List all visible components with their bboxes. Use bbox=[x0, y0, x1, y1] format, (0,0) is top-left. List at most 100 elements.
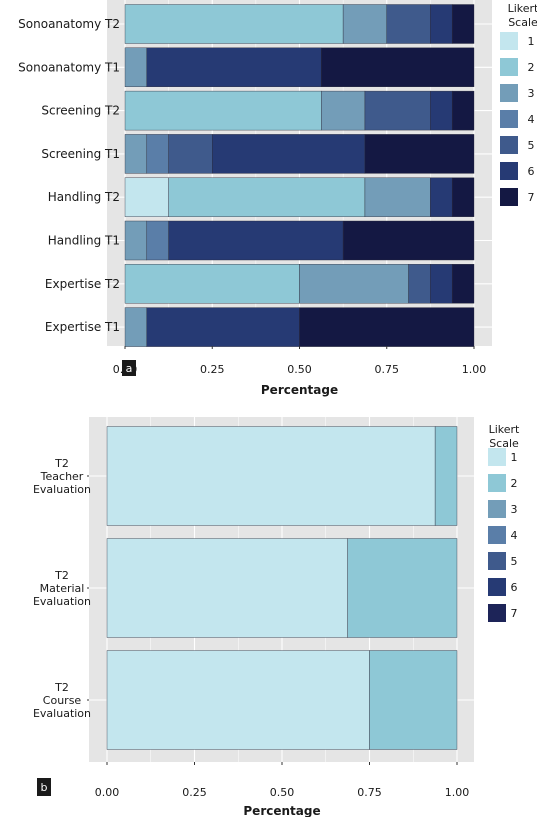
legend-label: 1 bbox=[528, 35, 535, 48]
category-label-line: Teacher bbox=[40, 470, 84, 483]
bar-segment-likert-7 bbox=[364, 134, 475, 174]
legend-key-likert-5 bbox=[500, 136, 518, 154]
bar-segment-likert-2 bbox=[434, 426, 458, 526]
bar-segment-likert-5 bbox=[168, 134, 213, 174]
legend-label: 3 bbox=[511, 503, 518, 516]
x-tick-label: 0.75 bbox=[375, 363, 400, 376]
category-label-line: Material bbox=[40, 582, 85, 595]
category-label-line: Expertise T2 bbox=[45, 277, 120, 291]
legend-label: 2 bbox=[528, 61, 535, 74]
bar-segment-likert-5 bbox=[408, 264, 431, 304]
panel-badge bbox=[122, 360, 136, 376]
bar-segment-likert-2 bbox=[369, 650, 458, 750]
panel-badge-label: a bbox=[126, 362, 133, 375]
bar-segment-likert-7 bbox=[321, 47, 475, 87]
panel-badge-label: b bbox=[41, 781, 48, 794]
legend-label: 6 bbox=[528, 165, 535, 178]
bar-segment-likert-6 bbox=[212, 134, 366, 174]
legend-label: 4 bbox=[511, 529, 518, 542]
category-label: T2 Course Evaluation bbox=[33, 681, 91, 720]
bar-segment-likert-2 bbox=[168, 177, 366, 217]
legend-key-likert-7 bbox=[488, 604, 506, 622]
bar-segment-likert-1 bbox=[124, 177, 169, 217]
legend-key-likert-7 bbox=[500, 188, 518, 206]
bar-segment-likert-2 bbox=[124, 4, 344, 44]
bar-segment-likert-2 bbox=[124, 90, 322, 131]
bar-group bbox=[124, 220, 475, 261]
category-label-line: T2 bbox=[54, 457, 69, 470]
legend-key-likert-2 bbox=[500, 58, 518, 76]
x-tick-label: 0.50 bbox=[270, 786, 295, 799]
category-label-line: Evaluation bbox=[33, 707, 91, 720]
bar-segment-likert-6 bbox=[430, 264, 453, 304]
category-label-line: Handling T2 bbox=[48, 190, 120, 204]
bar-segment-likert-1 bbox=[106, 426, 436, 526]
x-tick-label: 0.25 bbox=[182, 786, 207, 799]
legend-label: 6 bbox=[511, 581, 518, 594]
bar-segment-likert-3 bbox=[124, 307, 148, 347]
category-label-line: T2 bbox=[54, 569, 69, 582]
x-tick-label: 0.50 bbox=[287, 363, 312, 376]
category-label-line: T2 bbox=[54, 681, 69, 694]
bar-group bbox=[124, 264, 475, 304]
legend-key-likert-2 bbox=[488, 474, 506, 492]
bar-segment-likert-6 bbox=[430, 90, 453, 131]
x-tick-label: 0.75 bbox=[357, 786, 382, 799]
category-label-line: Expertise T1 bbox=[45, 320, 120, 334]
bar-group bbox=[124, 177, 475, 217]
category-label-line: Course bbox=[43, 694, 82, 707]
legend-key-likert-4 bbox=[500, 110, 518, 128]
bar-segment-likert-7 bbox=[451, 4, 475, 44]
category-label: Expertise T2 bbox=[45, 277, 120, 291]
bar-segment-likert-5 bbox=[364, 90, 431, 131]
category-label-line: Sonoanatomy T2 bbox=[18, 17, 120, 31]
category-label: Handling T1 bbox=[48, 234, 120, 248]
bar-group bbox=[124, 134, 475, 174]
legend-key-likert-5 bbox=[488, 552, 506, 570]
bar-segment-likert-4 bbox=[146, 220, 169, 261]
bar-group bbox=[124, 47, 475, 87]
bar-segment-likert-3 bbox=[364, 177, 431, 217]
legend-label: 5 bbox=[511, 555, 518, 568]
bar-segment-likert-3 bbox=[299, 264, 409, 304]
legend-label: 4 bbox=[528, 113, 535, 126]
bar-segment-likert-2 bbox=[124, 264, 300, 304]
bar-segment-likert-7 bbox=[451, 177, 475, 217]
legend-key-likert-1 bbox=[500, 32, 518, 50]
category-label: Expertise T1 bbox=[45, 320, 120, 334]
category-label-line: Evaluation bbox=[33, 483, 91, 496]
bar-group bbox=[124, 4, 475, 44]
category-label: Screening T1 bbox=[41, 147, 120, 161]
bar-segment-likert-6 bbox=[430, 177, 453, 217]
category-label-line: Screening T1 bbox=[41, 147, 120, 161]
category-label: Sonoanatomy T2 bbox=[18, 17, 120, 31]
legend-key-likert-3 bbox=[488, 500, 506, 518]
bar-segment-likert-7 bbox=[299, 307, 475, 347]
category-label: Sonoanatomy T1 bbox=[18, 60, 120, 74]
bar-segment-likert-6 bbox=[146, 47, 322, 87]
bar-segment-likert-7 bbox=[451, 90, 475, 131]
bar-segment-likert-4 bbox=[146, 134, 169, 174]
legend-title-line: Likert bbox=[508, 2, 537, 15]
x-tick-label: 0.00 bbox=[95, 786, 120, 799]
category-label: T2 Teacher Evaluation bbox=[33, 457, 91, 496]
category-label-line: Sonoanatomy T1 bbox=[18, 60, 120, 74]
panel-badge bbox=[37, 778, 51, 796]
legend-label: 1 bbox=[511, 451, 518, 464]
bar-segment-likert-5 bbox=[386, 4, 431, 44]
legend-label: 2 bbox=[511, 477, 518, 490]
x-tick-label: 1.00 bbox=[445, 786, 470, 799]
legend-key-likert-6 bbox=[488, 578, 506, 596]
legend-title-line: Scale bbox=[489, 437, 519, 450]
legend-label: 7 bbox=[528, 191, 535, 204]
legend-key-likert-1 bbox=[488, 448, 506, 466]
legend-label: 7 bbox=[511, 607, 518, 620]
bar-segment-likert-3 bbox=[321, 90, 366, 131]
bar-segment-likert-3 bbox=[124, 47, 148, 87]
bar-group bbox=[124, 90, 475, 131]
bar-segment-likert-3 bbox=[342, 4, 387, 44]
x-tick-label: 0.25 bbox=[200, 363, 225, 376]
